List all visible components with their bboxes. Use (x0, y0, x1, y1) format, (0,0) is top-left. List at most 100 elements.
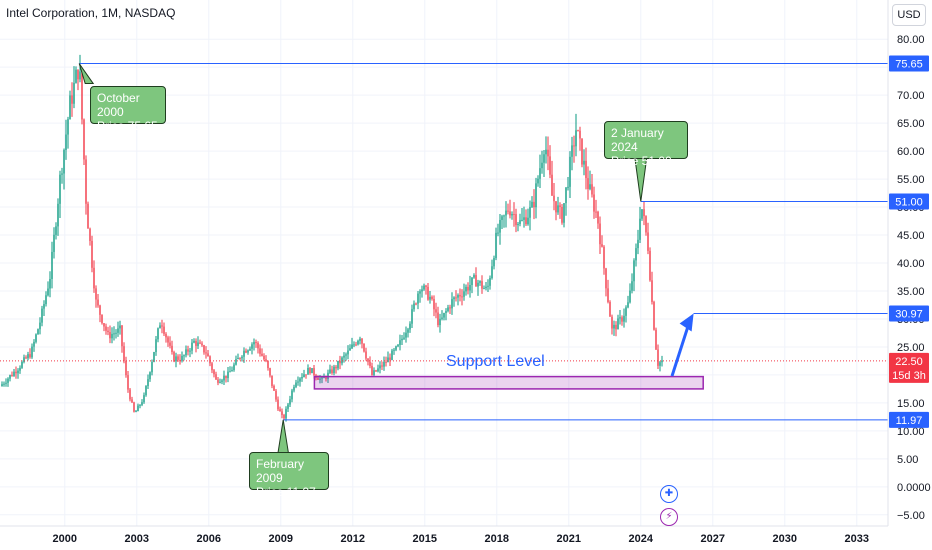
candle-body (17, 370, 19, 374)
candle-body (255, 342, 257, 344)
x-tick-label: 2006 (197, 533, 221, 545)
candle-body (435, 309, 437, 313)
candle-body (591, 184, 593, 195)
candle-body (185, 349, 187, 356)
candle-body (73, 82, 75, 104)
candle-body (533, 201, 535, 208)
candle-body (661, 360, 663, 363)
candle-body (373, 370, 375, 375)
annotation-jan-2024[interactable]: 2 January 2024 Price 51.00 (604, 121, 688, 168)
lightning-icon[interactable]: ⚡ (660, 508, 678, 526)
candle-body (57, 203, 59, 227)
candlestick-series (1, 54, 663, 422)
candle-body (361, 338, 363, 344)
candle-body (69, 95, 71, 120)
candle-body (23, 357, 25, 362)
candle-body (547, 149, 549, 157)
annotation-feb-2009[interactable]: February 2009 Price 11.97 (249, 452, 329, 499)
candle-body (9, 375, 11, 379)
candle-body (397, 344, 399, 347)
candle-body (461, 296, 463, 298)
candle-body (519, 220, 521, 224)
candle-body (541, 162, 543, 169)
candle-body (635, 248, 637, 261)
candle-body (347, 350, 349, 355)
candle-body (115, 332, 117, 334)
candle-body (41, 308, 43, 323)
candle-body (299, 378, 301, 382)
level-badge-label: 51.00 (895, 196, 923, 208)
candle-body (59, 174, 61, 204)
candle-body (649, 250, 651, 281)
x-axis: 2000 2003 2006 2009 2012 2015 2018 2021 2024 2027… (0, 525, 888, 545)
candle-body (633, 260, 635, 282)
level-badge-label: 11.97 (896, 415, 923, 427)
candle-body (163, 326, 165, 334)
x-tick-label: 2027 (701, 533, 725, 545)
candle-body (217, 379, 219, 383)
candle-body (79, 71, 81, 80)
candle-body (619, 317, 621, 319)
candle-body (349, 348, 351, 351)
candle-body (459, 295, 461, 297)
candle-body (643, 209, 645, 217)
candle-body (639, 218, 641, 240)
candle-body (287, 404, 289, 409)
candle-body (393, 349, 395, 351)
candle-body (343, 355, 345, 358)
plus-icon[interactable]: ✚ (660, 485, 678, 503)
candle-body (433, 298, 435, 310)
y-tick-label: 45.00 (897, 230, 925, 242)
candle-body (279, 409, 281, 412)
candle-body (203, 345, 205, 353)
candle-body (471, 277, 473, 286)
candle-body (45, 295, 47, 305)
x-tick-label: 2024 (629, 533, 654, 545)
candle-body (335, 366, 337, 369)
candle-body (329, 369, 331, 373)
candle-body (363, 343, 365, 352)
candle-body (21, 361, 23, 368)
candle-body (195, 340, 197, 346)
annotation-oct-2000[interactable]: October 2000 Price 75.65 (90, 86, 166, 133)
candle-body (629, 290, 631, 303)
candle-body (425, 285, 427, 287)
y-tick-label: 15.00 (897, 398, 925, 410)
candle-body (179, 359, 181, 361)
candle-body (555, 201, 557, 213)
candle-body (385, 361, 387, 363)
candle-body (317, 377, 319, 380)
candle-body (651, 280, 653, 302)
candle-body (87, 203, 89, 229)
candle-body (603, 246, 605, 269)
y-tick-label: 55.00 (897, 174, 925, 186)
candle-body (445, 311, 447, 313)
currency-selector[interactable]: USD (892, 4, 926, 26)
candle-body (199, 342, 201, 344)
candle-body (5, 382, 7, 384)
candle-body (379, 365, 381, 369)
candle-body (105, 326, 107, 331)
y-tick-label: 65.00 (897, 118, 925, 130)
candle-body (621, 317, 623, 322)
candle-body (121, 325, 123, 347)
candle-body (427, 286, 429, 300)
x-tick-label: 2003 (125, 533, 149, 545)
candle-body (43, 304, 45, 309)
candle-body (37, 329, 39, 335)
candle-body (125, 360, 127, 376)
support-zone-rect (313, 375, 704, 390)
candle-body (611, 316, 613, 329)
candle-body (1, 384, 3, 387)
candle-body (627, 302, 629, 308)
candle-body (139, 404, 141, 406)
candle-body (133, 402, 135, 412)
candle-body (577, 130, 579, 132)
candle-body (585, 160, 587, 179)
candle-body (321, 377, 323, 379)
candle-body (113, 333, 115, 335)
candle-body (481, 281, 483, 289)
candle-body (489, 278, 491, 286)
candle-body (553, 195, 555, 202)
